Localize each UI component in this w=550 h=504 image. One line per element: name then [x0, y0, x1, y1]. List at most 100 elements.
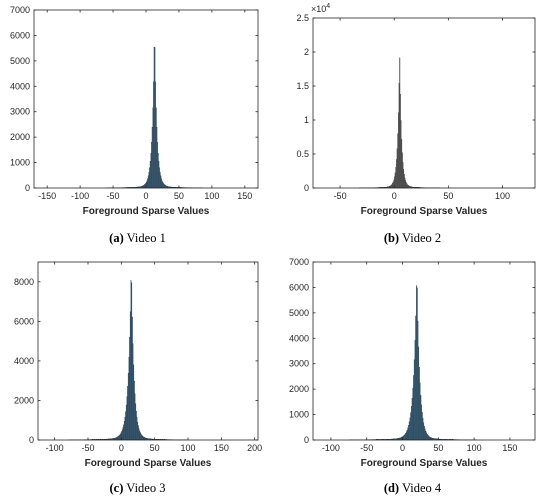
histogram-bar-64: [400, 120, 402, 189]
histogram-bar-108: [426, 433, 428, 441]
histogram-bar-105: [138, 428, 140, 441]
histogram-bar-93: [416, 285, 417, 441]
histogram-bar-100: [135, 403, 137, 441]
histogram-bars: [349, 285, 477, 441]
histogram-bar-56: [395, 167, 397, 189]
x-tick-label-2: -50: [107, 191, 120, 201]
histogram-bar-96: [418, 346, 420, 441]
histogram-bar-50: [391, 184, 393, 189]
histogram-bar-83: [161, 178, 162, 189]
histogram-bar-84: [124, 416, 126, 441]
histogram-bar-74: [117, 436, 119, 441]
histogram-bar-97: [418, 367, 420, 441]
histogram-bar-107: [139, 432, 141, 441]
x-tick-label-2: 0: [400, 443, 405, 453]
histogram-bar-73: [154, 47, 156, 189]
y-tick-label-2: 2000: [10, 132, 30, 142]
y-tick-label-5: 5000: [289, 308, 309, 318]
plot-frame: [312, 17, 536, 189]
x-tick-label-5: 100: [204, 191, 219, 201]
histogram-bar-92: [415, 315, 417, 441]
histogram-bar-103: [423, 422, 425, 441]
histogram-bar-93: [130, 280, 132, 441]
histogram-bar-87: [411, 397, 413, 441]
histogram-bar-75: [403, 435, 405, 441]
x-tick-label-2: 50: [443, 191, 453, 201]
histogram-bar-86: [163, 183, 164, 189]
y-exponent-label: ×104: [311, 3, 330, 14]
histogram-bar-98: [133, 380, 135, 441]
histogram-bars: [68, 280, 187, 441]
x-tick-label-3: 50: [433, 443, 443, 453]
caption-c: (c) Video 3: [0, 481, 275, 496]
histogram-bar-69: [403, 174, 405, 189]
y-tick-label-1: 1000: [289, 410, 309, 420]
histogram-bar-95: [417, 320, 419, 441]
histogram-chart-a: -150 -100 -50 0 50 100 150 0 1000 2000 3000 4000 500…: [10, 5, 259, 217]
x-tick-label-4: 100: [467, 443, 482, 453]
histogram-bar-52: [392, 181, 394, 189]
histogram-bar-108: [140, 433, 142, 441]
plot-frame: [312, 261, 536, 441]
y-tick-label-0: 0: [25, 183, 30, 193]
histogram-bar-77: [404, 434, 406, 441]
x-tick-label-1: -100: [71, 191, 89, 201]
caption-a: (a) Video 1: [0, 231, 275, 246]
histogram-bar-88: [127, 386, 129, 441]
y-tick-label-2: 1: [304, 115, 309, 125]
histogram-bar-110: [428, 435, 430, 441]
histogram-bar-85: [410, 412, 412, 441]
chart-panel-b: -50 0 50 100 0 0.5 1 1.5 2 2.5 ×104 Foreground Spar…: [275, 0, 550, 252]
histogram-bar-66: [149, 161, 151, 189]
histogram-bar-84: [409, 417, 411, 441]
caption-d-text: Video 4: [402, 481, 442, 495]
caption-d: (d) Video 4: [275, 481, 550, 496]
histogram-bar-89: [413, 375, 415, 441]
chart-panel-c: -100 -50 0 50 100 150 200 0 2000 4000 6000 8000 Fore…: [0, 252, 275, 504]
histogram-bar-76: [119, 434, 121, 441]
histogram-bar-91: [414, 340, 416, 441]
histogram-bar-65: [401, 139, 403, 189]
x-tick-label-5: 150: [214, 443, 229, 453]
caption-a-text: Video 1: [126, 231, 166, 245]
x-tick-label-6: 150: [237, 191, 252, 201]
histogram-bar-63: [399, 94, 401, 189]
y-tick-label-5: 2.5: [296, 13, 309, 23]
histogram-bar-69: [151, 127, 153, 189]
x-tick-label-0: -50: [334, 191, 347, 201]
histogram-bar-68: [403, 169, 405, 189]
histogram-bar-103: [137, 421, 139, 441]
y-tick-label-2: 4000: [14, 356, 34, 366]
histogram-bar-112: [429, 436, 431, 441]
histogram-bar-66: [401, 152, 403, 189]
histogram-bar-86: [125, 404, 127, 441]
histogram-bar-98: [419, 382, 421, 441]
histogram-bar-102: [422, 417, 424, 441]
x-tick-label-1: 0: [392, 191, 397, 201]
histogram-bar-67: [402, 162, 404, 189]
histogram-bar-80: [406, 429, 408, 441]
x-tick-label-6: 200: [247, 443, 262, 453]
histogram-bar-74: [155, 81, 156, 189]
histogram-bar-81: [407, 427, 409, 441]
histogram-bar-88: [164, 184, 166, 189]
histogram-bar-89: [127, 373, 129, 441]
histogram-bar-73: [406, 183, 408, 189]
plot-frame: [33, 9, 259, 189]
x-tick-label-0: -100: [46, 443, 64, 453]
histogram-bar-94: [416, 287, 418, 441]
histogram-bar-72: [153, 47, 155, 189]
histogram-bar-87: [163, 184, 165, 189]
histogram-bar-71: [405, 180, 406, 189]
histogram-bar-82: [123, 424, 125, 441]
histogram-bar-86: [411, 406, 412, 441]
histogram-bar-76: [156, 127, 158, 189]
histogram-bar-107: [426, 432, 427, 441]
x-tick-label-1: -50: [360, 443, 373, 453]
y-tick-label-6: 6000: [10, 30, 30, 40]
caption-b-letter: (b): [383, 231, 400, 245]
x-tick-label-1: -50: [81, 443, 94, 453]
histogram-bar-100: [421, 404, 422, 441]
histogram-bar-70: [404, 177, 406, 189]
histogram-bar-51: [392, 183, 393, 189]
